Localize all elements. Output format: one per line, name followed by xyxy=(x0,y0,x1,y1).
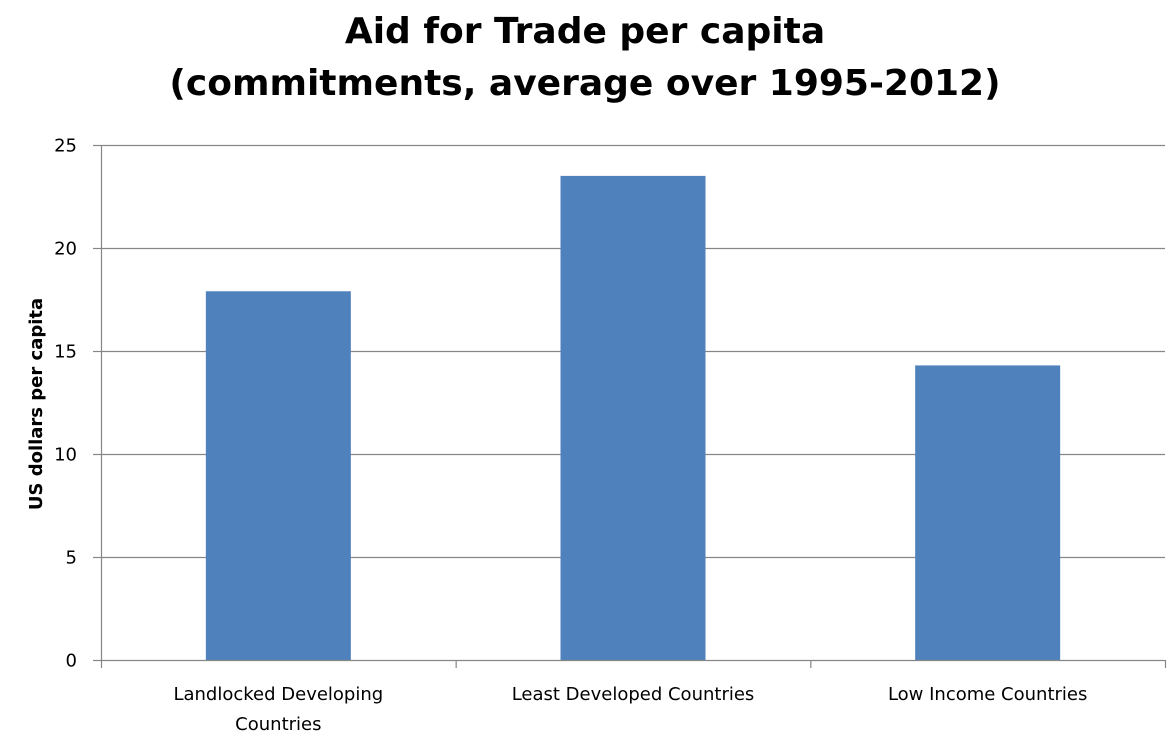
y-tick-label: 20 xyxy=(54,239,77,260)
y-tick-label: 25 xyxy=(54,136,77,157)
chart-title-line-1: Aid for Trade per capita xyxy=(344,11,826,52)
y-tick-label: 15 xyxy=(54,342,77,363)
x-category-label: Low Income Countries xyxy=(888,684,1087,705)
y-tick-label: 5 xyxy=(66,548,77,569)
bar xyxy=(205,291,351,660)
chart-title-line-2: (commitments, average over 1995-2012) xyxy=(169,63,1001,104)
y-axis-title: US dollars per capita xyxy=(26,298,47,510)
y-tick-labels: 0 5 10 15 20 25 xyxy=(54,136,77,672)
category-labels: Landlocked Developing Countries Least Deve… xyxy=(173,684,1087,735)
x-category-label: Landlocked Developing Countries xyxy=(173,684,383,735)
y-tick-label: 0 xyxy=(66,651,77,672)
chart-title: Aid for Trade per capita (commitments, a… xyxy=(0,6,1170,110)
bars xyxy=(205,175,1061,660)
x-category-label: Least Developed Countries xyxy=(512,684,755,705)
bar xyxy=(915,365,1061,660)
y-tick-label: 10 xyxy=(54,445,77,466)
axes xyxy=(93,144,1167,668)
bar xyxy=(560,175,706,660)
